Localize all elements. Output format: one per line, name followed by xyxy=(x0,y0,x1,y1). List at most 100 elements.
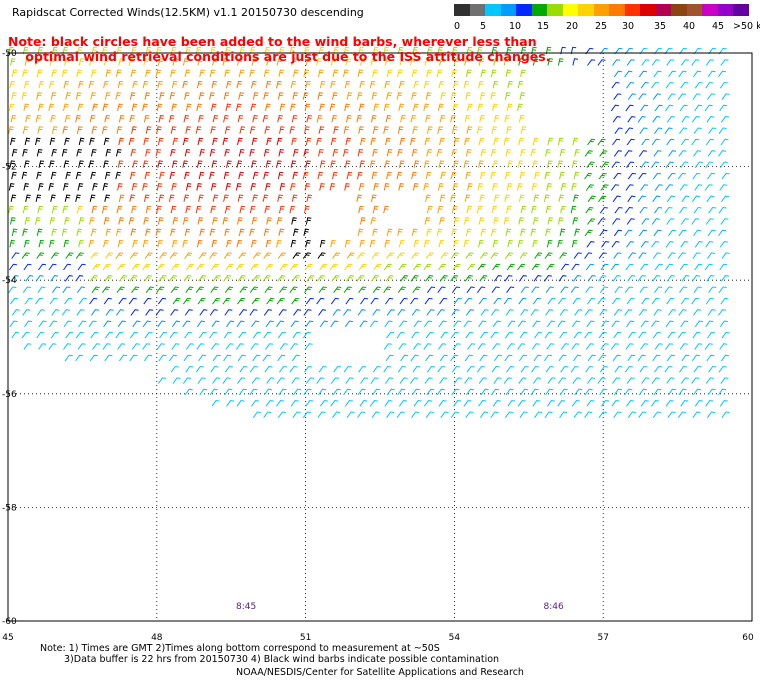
wind-barb xyxy=(25,194,31,202)
wind-barb xyxy=(170,309,179,316)
wind-barb xyxy=(371,171,378,180)
wind-barb xyxy=(224,309,233,316)
wind-barb xyxy=(653,388,662,396)
wind-barb xyxy=(277,194,283,202)
wind-barb xyxy=(386,92,392,100)
wind-barb xyxy=(265,239,272,248)
wind-barb xyxy=(373,263,382,271)
wind-barb xyxy=(344,160,351,168)
wind-barb xyxy=(251,377,260,384)
wind-barb xyxy=(437,365,446,373)
wind-barb xyxy=(171,80,178,89)
wind-barb xyxy=(104,92,111,100)
wind-barb xyxy=(585,47,594,55)
wind-barb xyxy=(677,252,686,259)
wind-barb xyxy=(530,388,539,396)
wind-barb xyxy=(718,127,727,134)
wind-barb xyxy=(612,275,621,282)
wind-barb xyxy=(252,194,258,202)
wind-barb xyxy=(101,205,108,214)
wind-barb xyxy=(708,286,717,293)
wind-barb xyxy=(626,320,635,328)
wind-barb xyxy=(128,58,135,66)
wind-barb xyxy=(639,47,648,55)
wind-barb xyxy=(478,400,487,407)
wind-barb xyxy=(611,400,620,407)
wind-barb xyxy=(626,297,635,305)
wind-barb xyxy=(129,275,138,282)
wind-barb xyxy=(384,239,390,248)
wind-barb xyxy=(35,58,41,66)
wind-barb xyxy=(612,218,621,225)
wind-barb xyxy=(463,320,472,328)
wind-barb xyxy=(651,218,660,225)
wind-barb xyxy=(680,377,689,384)
wind-barb xyxy=(545,228,551,237)
wind-barb xyxy=(223,171,230,180)
wind-barb xyxy=(156,46,162,55)
wind-barb xyxy=(385,114,392,123)
wind-barb xyxy=(38,183,44,191)
wind-barb xyxy=(101,286,111,293)
wind-barb xyxy=(679,365,688,373)
wind-barb xyxy=(680,81,689,89)
wind-barb xyxy=(343,309,352,316)
wind-barb xyxy=(626,377,635,384)
wind-barb xyxy=(640,81,649,89)
wind-barb xyxy=(559,309,568,316)
wind-barb xyxy=(398,183,404,191)
wind-barb xyxy=(103,58,110,66)
wind-barb xyxy=(78,320,87,328)
wind-barb xyxy=(356,114,362,123)
wind-barb xyxy=(129,171,136,180)
wind-barb xyxy=(343,365,352,373)
wind-barb xyxy=(506,46,512,55)
wind-barb xyxy=(411,148,418,157)
wind-barb xyxy=(344,263,353,271)
wind-barb xyxy=(302,411,311,418)
wind-barb xyxy=(452,343,461,350)
wind-barb xyxy=(572,377,581,384)
wind-barb xyxy=(251,320,260,328)
wind-barb xyxy=(385,297,394,305)
wind-barb xyxy=(436,148,443,157)
wind-barb xyxy=(169,252,178,259)
wind-barb xyxy=(103,297,112,305)
wind-barb xyxy=(397,148,403,157)
wind-barb xyxy=(356,194,362,202)
wind-barb xyxy=(78,297,87,305)
wind-barb xyxy=(332,388,341,396)
wind-barb xyxy=(128,297,137,305)
wind-barb xyxy=(184,171,190,180)
wind-barb xyxy=(291,114,298,123)
wind-barb xyxy=(357,252,366,259)
wind-barb xyxy=(212,137,218,146)
wind-barb xyxy=(293,228,299,237)
wind-barb xyxy=(195,205,202,214)
wind-barb xyxy=(651,59,660,66)
wind-barb xyxy=(10,58,16,66)
wind-barb xyxy=(236,80,243,89)
wind-barb xyxy=(491,365,500,373)
wind-barb xyxy=(211,80,218,89)
wind-barb xyxy=(547,297,556,305)
wind-barb xyxy=(319,320,328,328)
wind-barb xyxy=(129,92,136,100)
wind-barb xyxy=(89,137,95,146)
wind-barb xyxy=(209,228,216,237)
wind-barb xyxy=(143,275,153,282)
wind-barb xyxy=(91,286,100,293)
wind-barb xyxy=(157,297,167,305)
wind-barb xyxy=(585,365,594,373)
wind-barb xyxy=(545,148,551,157)
wind-barb xyxy=(383,126,389,134)
wind-barb xyxy=(265,320,274,328)
wind-barb xyxy=(505,69,512,78)
wind-barb xyxy=(397,365,406,373)
wind-barb xyxy=(546,343,555,350)
wind-barb xyxy=(225,343,234,350)
wind-barb xyxy=(346,171,353,180)
wind-barb xyxy=(679,127,688,134)
wind-barb xyxy=(386,69,393,78)
wind-barb xyxy=(132,160,138,168)
